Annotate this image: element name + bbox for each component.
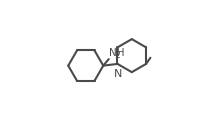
Text: N: N <box>114 69 122 79</box>
Text: 2: 2 <box>115 51 120 60</box>
Text: NH: NH <box>109 48 125 58</box>
